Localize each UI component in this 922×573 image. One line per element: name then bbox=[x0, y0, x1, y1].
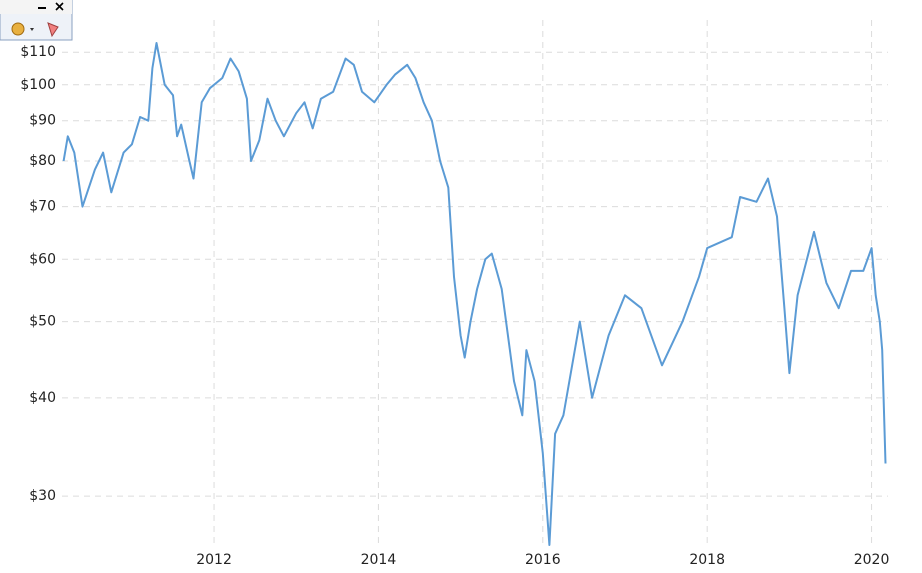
toolbar-titlebar bbox=[0, 0, 72, 14]
y-tick-label: $50 bbox=[29, 314, 56, 330]
y-tick-label: $100 bbox=[20, 77, 56, 93]
eraser-icon[interactable] bbox=[47, 22, 59, 38]
x-tick-label: 2018 bbox=[689, 552, 725, 568]
y-tick-label: $70 bbox=[29, 199, 56, 215]
y-tick-label: $90 bbox=[29, 113, 56, 129]
palette-icon[interactable] bbox=[11, 22, 25, 36]
toolbar[interactable] bbox=[0, 0, 73, 41]
price-line bbox=[62, 42, 887, 546]
close-icon[interactable] bbox=[55, 2, 64, 11]
y-tick-label: $110 bbox=[20, 44, 56, 60]
x-tick-label: 2012 bbox=[196, 552, 232, 568]
y-tick-label: $60 bbox=[29, 251, 56, 267]
x-tick-label: 2014 bbox=[361, 552, 397, 568]
y-tick-label: $80 bbox=[29, 153, 56, 169]
x-tick-label: 2020 bbox=[854, 552, 890, 568]
x-tick-label: 2016 bbox=[525, 552, 561, 568]
y-tick-label: $30 bbox=[29, 488, 56, 504]
dropdown-arrow[interactable] bbox=[30, 28, 34, 31]
y-tick-label: $40 bbox=[29, 390, 56, 406]
